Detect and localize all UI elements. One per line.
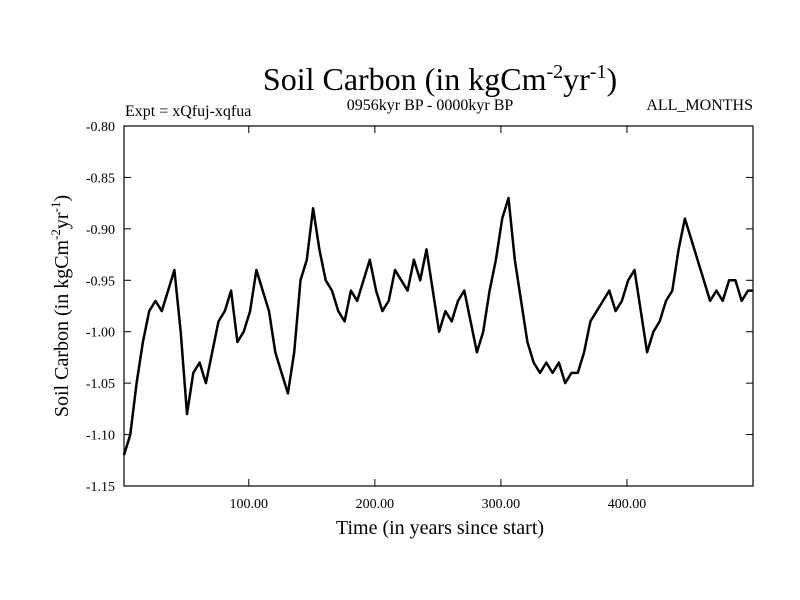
y-tick-label: -1.10 [86, 429, 115, 444]
months-label: ALL_MONTHS [646, 97, 753, 114]
y-axis-label: Soil Carbon (in kgCm-2yr-1) [48, 195, 73, 417]
x-tick-label: 100.00 [230, 497, 269, 512]
y-tick-label: -0.90 [86, 223, 115, 238]
y-tick-label: -0.95 [86, 274, 115, 289]
y-tick-label: -0.80 [86, 120, 115, 135]
x-tick-label: 200.00 [356, 497, 395, 512]
plot-frame [123, 125, 754, 487]
chart-title: Soil Carbon (in kgCm-2yr-1) [263, 61, 617, 97]
series-line-soil-carbon [122, 196, 753, 456]
x-tick-label: 400.00 [608, 497, 647, 512]
chart-title-text: Soil Carbon (in kgCm-2yr-1) [263, 61, 617, 97]
experiment-label: Expt = xQfuj-xqfua [125, 103, 251, 120]
x-axis: 100.00 200.00 300.00 400.00 [230, 126, 647, 512]
time-range-label: 0956kyr BP - 0000kyr BP [347, 97, 514, 114]
y-tick-label: -1.00 [86, 326, 115, 341]
y-tick-label: -1.15 [86, 480, 115, 495]
x-axis-label: Time (in years since start) [336, 517, 544, 539]
y-tick-label: -1.05 [86, 377, 115, 392]
y-axis: -1.15 -1.10 -1.05 -1.00 -0.95 -0.90 -0.85 -0.80 [86, 120, 753, 495]
x-tick-label: 300.00 [482, 497, 521, 512]
y-tick-label: -0.85 [86, 171, 115, 186]
